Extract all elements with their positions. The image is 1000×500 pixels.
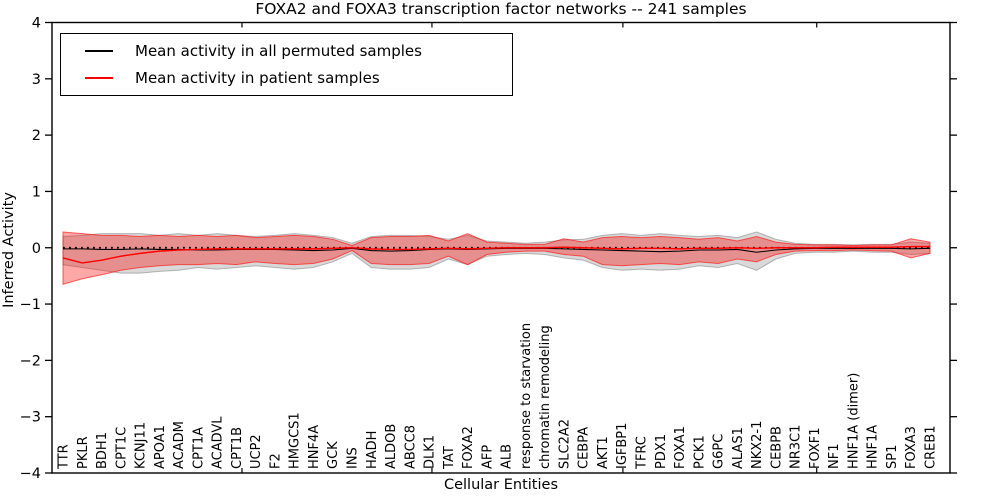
x-tick-label: ALAS1 xyxy=(731,427,746,469)
x-tick-label: TTR xyxy=(57,444,72,470)
x-tick-label: AKT1 xyxy=(596,436,611,469)
x-tick-label: TFRC xyxy=(635,436,650,470)
x-tick-label: chromatin remodeling xyxy=(538,325,553,469)
x-tick-label: FOXA1 xyxy=(673,426,688,469)
x-tick-label: PKLR xyxy=(76,436,91,469)
x-tick-label: PDX1 xyxy=(654,434,669,469)
legend-entry-patient: Mean activity in patient samples xyxy=(85,69,512,87)
legend: Mean activity in all permuted samples Me… xyxy=(60,33,513,96)
legend-label-patient: Mean activity in patient samples xyxy=(135,68,380,87)
x-tick-label: HNF4A xyxy=(307,425,322,469)
x-tick-label: INS xyxy=(346,447,361,469)
legend-line-sample-permuted xyxy=(85,50,113,53)
x-tick-label: NR3C1 xyxy=(789,425,804,469)
x-tick-label: SP1 xyxy=(885,445,900,469)
x-tick-label: FOXA2 xyxy=(461,426,476,469)
x-axis-label: Cellular Entities xyxy=(443,477,559,493)
x-tick-label: APOA1 xyxy=(153,425,168,469)
x-tick-label: NKX2-1 xyxy=(750,421,765,469)
x-tick-label: ABCC8 xyxy=(403,425,418,469)
x-tick-label: HNF1A (dimer) xyxy=(846,373,861,469)
x-tick-label: IGFBP1 xyxy=(615,423,630,469)
x-tick-label: AFP xyxy=(480,445,495,469)
chart-title: FOXA2 and FOXA3 transcription factor net… xyxy=(255,0,747,18)
x-tick-label: KCNJ11 xyxy=(134,422,149,469)
x-tick-label: FOXA3 xyxy=(904,426,919,469)
x-tick-label: HNF1A xyxy=(866,425,881,469)
x-tick-label: BDH1 xyxy=(95,432,110,469)
legend-entry-permuted: Mean activity in all permuted samples xyxy=(85,42,512,60)
y-tick-label: 0 xyxy=(32,241,41,257)
x-tick-label: TAT xyxy=(442,446,457,470)
patient-mean-line xyxy=(62,245,930,264)
y-tick-label: −3 xyxy=(20,410,41,426)
legend-label-permuted: Mean activity in all permuted samples xyxy=(135,42,422,61)
x-tick-label: SLC2A2 xyxy=(557,419,572,469)
x-tick-label: ACADVL xyxy=(211,416,226,469)
y-axis-label: Inferred Activity xyxy=(1,192,17,308)
x-tick-label: CPT1B xyxy=(230,427,245,469)
x-tick-label: UCP2 xyxy=(249,434,264,469)
x-tick-label: PCK1 xyxy=(692,435,707,469)
x-tick-label: CPT1C xyxy=(114,427,129,469)
y-tick-label: 2 xyxy=(32,128,41,144)
y-tick-label: −1 xyxy=(20,297,41,313)
x-tick-label: CPT1A xyxy=(191,427,206,469)
y-tick-label: 1 xyxy=(32,184,41,200)
x-tick-label: CEBPB xyxy=(769,426,784,469)
x-tick-label: GCK xyxy=(326,441,341,469)
x-tick-label: CREB1 xyxy=(924,425,939,469)
x-tick-label: DLK1 xyxy=(423,435,438,469)
x-tick-label: ALB xyxy=(500,444,515,469)
y-tick-label: 4 xyxy=(32,16,41,32)
y-tick-label: −4 xyxy=(20,466,41,482)
y-tick-label: −2 xyxy=(20,353,41,369)
x-tick-label: NF1 xyxy=(827,444,842,469)
x-tick-label: response to starvation xyxy=(519,323,534,469)
x-tick-label: CEBPA xyxy=(577,427,592,469)
legend-line-sample-patient xyxy=(85,76,113,79)
x-tick-label: F2 xyxy=(268,453,283,469)
y-tick-label: 3 xyxy=(32,72,41,88)
x-tick-label: ACADM xyxy=(172,421,187,469)
x-tick-label: HADH xyxy=(365,431,380,469)
x-tick-label: ALDOB xyxy=(384,424,399,469)
x-tick-label: HMGCS1 xyxy=(288,412,303,469)
x-tick-label: FOXF1 xyxy=(808,427,823,469)
x-tick-label: G6PC xyxy=(712,434,727,469)
patient-std-band xyxy=(62,231,931,286)
